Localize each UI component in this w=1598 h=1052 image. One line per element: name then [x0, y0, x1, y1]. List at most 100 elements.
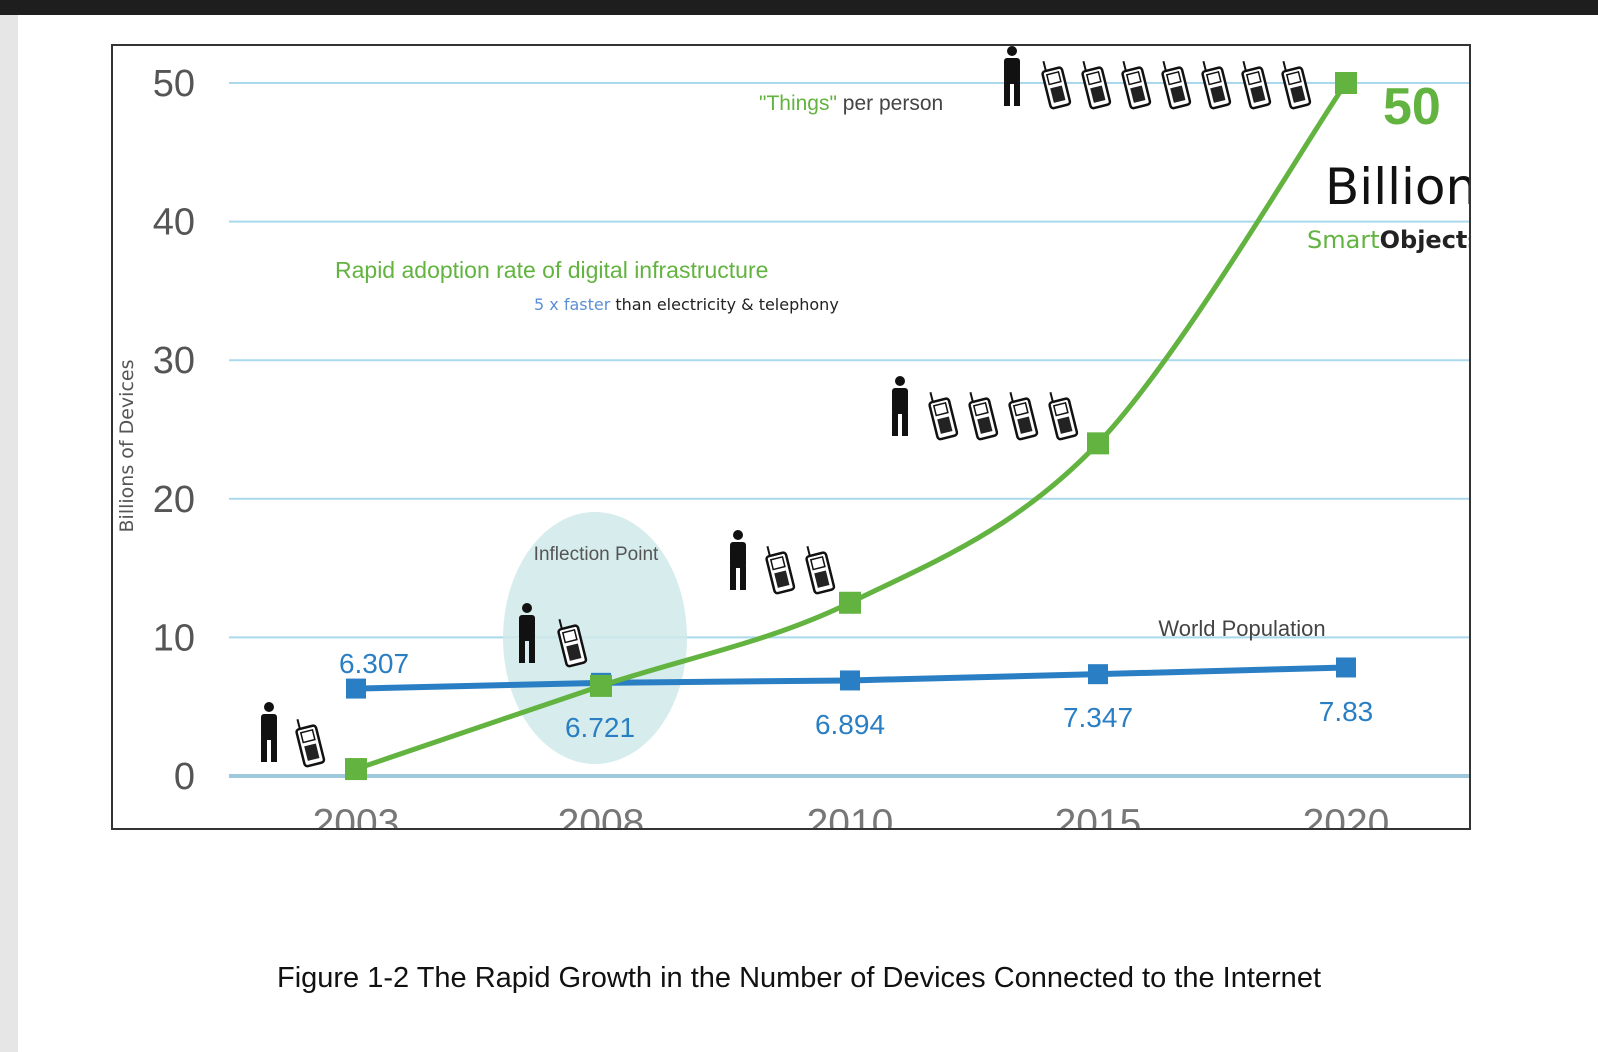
phone-keypad — [937, 416, 953, 434]
phone-icon — [1041, 60, 1072, 110]
series-line-things — [355, 81, 1349, 772]
phone-antenna — [1049, 391, 1054, 403]
window-top-bar — [0, 0, 1598, 15]
x-tick-label: 2020 — [1303, 802, 1390, 828]
person-body — [730, 542, 746, 568]
adoption-subtitle: 5 x faster than electricity & telephony — [534, 295, 839, 314]
phone-icon — [1121, 60, 1152, 110]
phone-icon — [968, 391, 999, 441]
phone-keypad — [1057, 416, 1073, 434]
phone-screen — [1012, 401, 1029, 417]
device-growth-chart: 0 10 20 30 40 50 Billions of Devices 2003 2008 20… — [116, 46, 1469, 828]
phone-keypad — [566, 643, 582, 661]
population-data-label: 6.721 — [565, 712, 635, 743]
phone-screen — [769, 555, 786, 571]
person-leg — [519, 639, 525, 663]
phone-screen — [1285, 70, 1302, 86]
adoption-title: Rapid adoption rate of digital infrastru… — [335, 257, 768, 283]
phone-icon — [1048, 391, 1079, 441]
person-leg — [261, 738, 267, 762]
phone-icon — [295, 718, 326, 768]
person-head — [522, 603, 532, 613]
x-tick-label: 2015 — [1055, 802, 1142, 828]
population-data-label: 7.347 — [1063, 702, 1133, 733]
phone-keypad — [1090, 85, 1106, 103]
phone-icon — [557, 618, 588, 668]
phone-screen — [972, 401, 989, 417]
y-tick-label: 30 — [153, 340, 195, 382]
smart-objects-label: SmartObjects — [1307, 226, 1469, 254]
person-head — [895, 376, 905, 386]
y-tick-label: 10 — [153, 617, 195, 659]
phone-antenna — [1282, 60, 1287, 72]
person-body — [519, 615, 535, 641]
phone-screen — [561, 628, 578, 644]
population-point — [1336, 657, 1356, 678]
person-head — [1007, 46, 1017, 56]
phone-icon — [1161, 60, 1192, 110]
things-point — [839, 591, 861, 614]
things-per-person-group — [892, 376, 1079, 441]
y-tick-label: 0 — [174, 756, 195, 798]
phone-antenna — [969, 391, 974, 403]
things-point — [590, 674, 612, 697]
y-tick-label: 20 — [153, 479, 195, 521]
phone-screen — [1052, 401, 1069, 417]
person-leg — [892, 412, 898, 436]
population-data-label: 7.83 — [1319, 696, 1374, 727]
phone-antenna — [1042, 60, 1047, 72]
phone-antenna — [1122, 60, 1127, 72]
chart-frame: 0 10 20 30 40 50 Billions of Devices 2003 2008 20… — [111, 44, 1471, 830]
phone-screen — [1245, 70, 1262, 86]
population-data-label: 6.307 — [339, 648, 409, 679]
phone-screen — [1165, 70, 1182, 86]
phone-screen — [1205, 70, 1222, 86]
phone-antenna — [296, 718, 301, 730]
objects-text: Objects — [1380, 226, 1469, 254]
person-leg — [730, 566, 736, 590]
person-leg — [529, 639, 535, 663]
phone-keypad — [1210, 85, 1226, 103]
person-body — [261, 714, 277, 740]
things-per-person-group — [261, 702, 326, 768]
phone-screen — [299, 728, 316, 744]
things-quoted: "Things" — [759, 92, 837, 115]
person-body — [1004, 58, 1020, 84]
phone-keypad — [774, 570, 790, 588]
world-population-label: World Population — [1158, 616, 1325, 641]
things-per-person-group — [730, 530, 836, 595]
phone-icon — [1008, 391, 1039, 441]
person-leg — [1014, 82, 1020, 106]
phone-icon — [1241, 60, 1272, 110]
phone-keypad — [1170, 85, 1186, 103]
phone-antenna — [1009, 391, 1014, 403]
big-unit-label: Billion — [1325, 158, 1469, 216]
person-body — [892, 388, 908, 414]
things-point — [345, 758, 367, 781]
phone-antenna — [766, 545, 771, 557]
phone-icon — [805, 545, 836, 595]
person-leg — [902, 412, 908, 436]
person-leg — [1004, 82, 1010, 106]
phone-antenna — [1242, 60, 1247, 72]
phone-keypad — [1250, 85, 1266, 103]
phone-screen — [1045, 70, 1062, 86]
left-scroll-rail — [0, 15, 18, 1052]
person-leg — [271, 738, 277, 762]
phone-icon — [1081, 60, 1112, 110]
person-leg — [740, 566, 746, 590]
per-person-text: per person — [837, 92, 943, 115]
inflection-point-label: Inflection Point — [534, 544, 659, 565]
phone-icon — [765, 545, 796, 595]
phone-screen — [809, 555, 826, 571]
phone-antenna — [1202, 60, 1207, 72]
phone-keypad — [1017, 416, 1033, 434]
population-point — [346, 678, 366, 699]
population-point — [1088, 664, 1108, 685]
phone-keypad — [1290, 85, 1306, 103]
phone-keypad — [977, 416, 993, 434]
phone-keypad — [814, 570, 830, 588]
phone-icon — [1201, 60, 1232, 110]
y-tick-label: 40 — [153, 202, 195, 244]
phone-antenna — [1082, 60, 1087, 72]
